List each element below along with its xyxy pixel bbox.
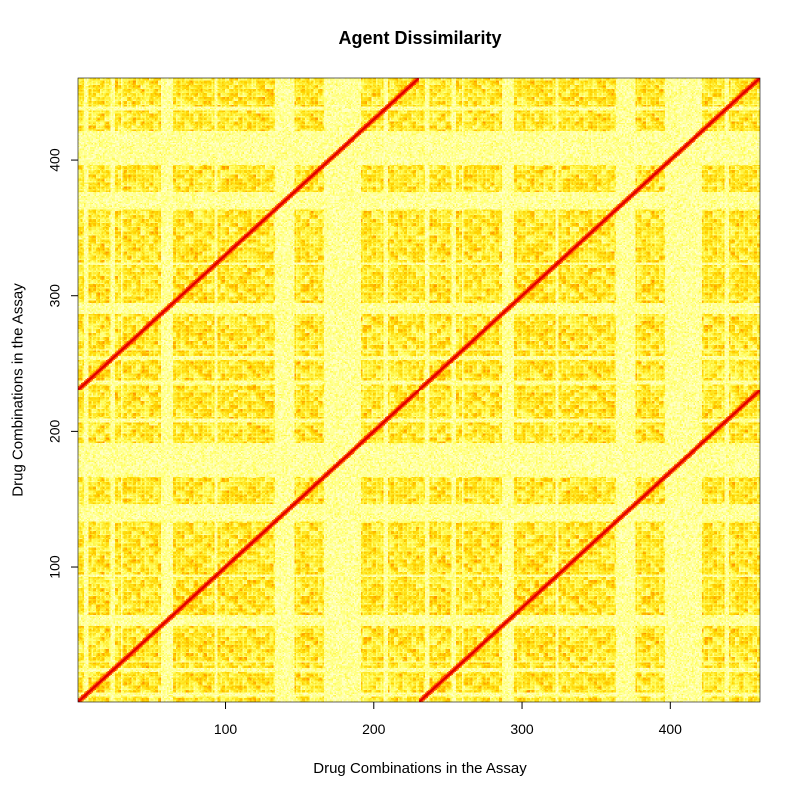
y-tick-label-200: 200 [47, 419, 63, 443]
x-tick-label-400: 400 [659, 721, 683, 737]
y-tick-label-300: 300 [47, 284, 63, 308]
x-tick-label-200: 200 [362, 721, 386, 737]
y-tick-label-100: 100 [47, 555, 63, 579]
diagonal-line-3 [418, 389, 761, 703]
axes: 100 200 300 400 100 200 300 400 [47, 77, 761, 737]
x-axis-label: Drug Combinations in the Assay [313, 760, 527, 777]
diagonal-line-2 [77, 77, 420, 391]
diagonal-group [77, 77, 761, 703]
y-tick-label-400: 400 [47, 148, 63, 172]
chart-title: Agent Dissimilarity [338, 28, 502, 48]
x-tick-label-100: 100 [214, 721, 238, 737]
x-tick-label-300: 300 [510, 721, 534, 737]
plot-frame [77, 77, 761, 703]
diagonal-line-1 [77, 77, 761, 703]
